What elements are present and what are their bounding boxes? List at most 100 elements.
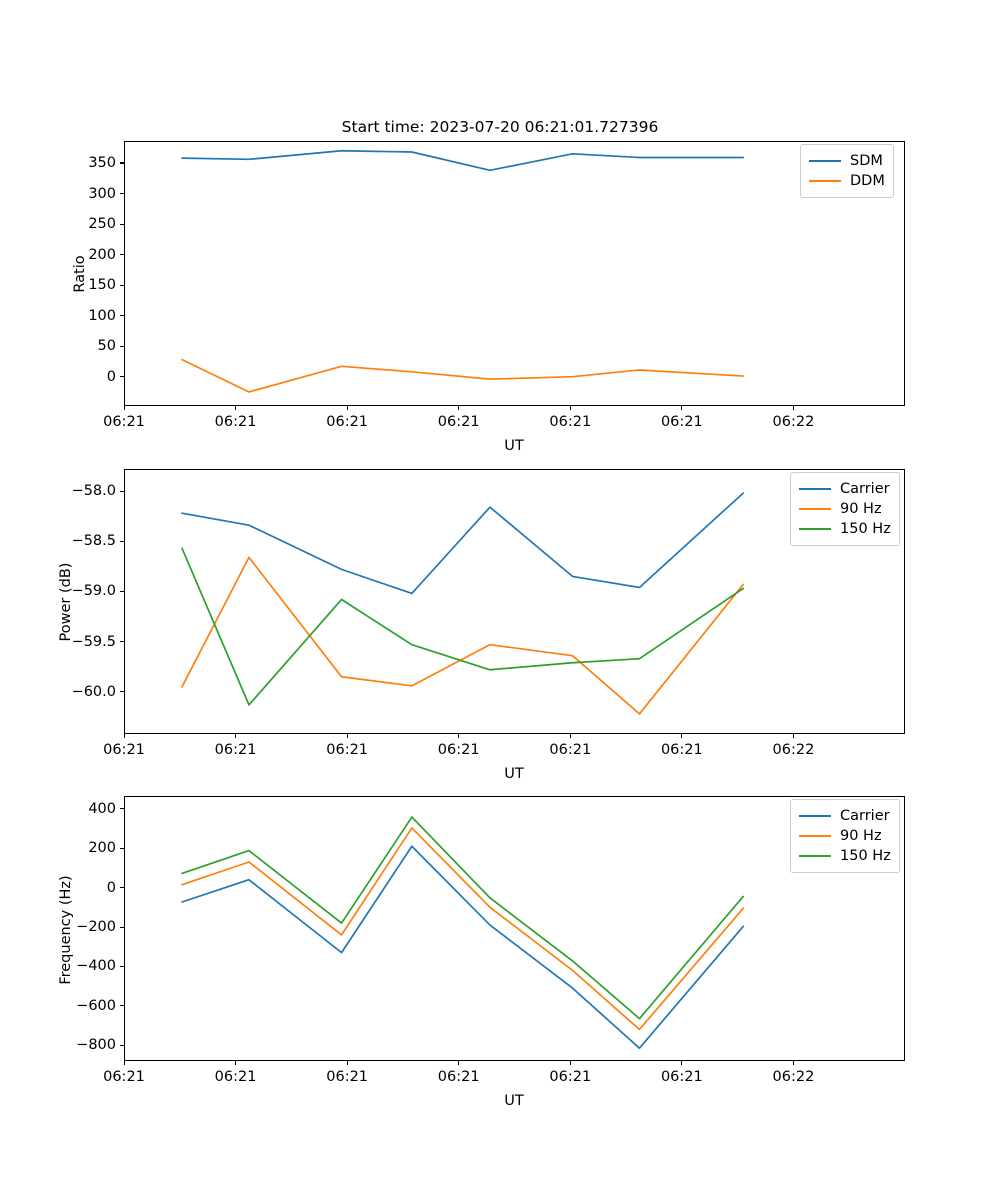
ytick-label: 0 <box>106 368 116 385</box>
ytick-mark <box>120 590 124 593</box>
xtick-label: 06:21 <box>549 742 592 758</box>
ytick-label: 0 <box>106 879 116 896</box>
xtick-mark <box>346 1061 348 1065</box>
legend-label: 150 Hz <box>840 848 891 864</box>
ytick-label: 250 <box>88 216 116 233</box>
xaxis-label-ratio: UT <box>504 438 524 454</box>
xtick-label: 06:22 <box>772 1069 815 1085</box>
xtick-mark <box>458 406 460 410</box>
xtick-label: 06:21 <box>549 414 592 430</box>
legend-label: DDM <box>850 173 885 189</box>
ytick-mark <box>120 926 124 928</box>
legend-color-swatch <box>799 528 831 530</box>
xtick-mark <box>792 734 795 738</box>
legend-label: Carrier <box>840 808 890 824</box>
ytick-mark <box>120 376 124 378</box>
ytick-label: 50 <box>97 338 116 355</box>
series-line <box>181 149 745 172</box>
legend-item[interactable]: 150 Hz <box>799 846 891 866</box>
legend-color-swatch <box>799 488 831 490</box>
legend-item[interactable]: SDM <box>809 151 885 171</box>
ytick-label: −58.0 <box>71 483 116 500</box>
legend-frequency[interactable]: Carrier 90 Hz 150 Hz <box>790 799 900 873</box>
legend-label: Carrier <box>840 481 890 497</box>
ytick-mark <box>120 1044 124 1046</box>
ytick-label: −400 <box>76 958 116 975</box>
ytick-mark <box>120 540 124 542</box>
ytick-mark <box>120 808 124 810</box>
ytick-label: 100 <box>88 307 116 324</box>
ytick-label: −800 <box>76 1037 116 1054</box>
xtick-label: 06:21 <box>326 742 369 758</box>
xtick-label: 06:21 <box>103 414 145 430</box>
xtick-label: 06:21 <box>214 1069 257 1085</box>
xtick-label: 06:21 <box>437 414 480 430</box>
xtick-label: 06:21 <box>549 1069 592 1085</box>
ytick-label: 200 <box>88 840 116 857</box>
figure-title: Start time: 2023-07-20 06:21:01.727396 <box>341 118 659 136</box>
legend-item[interactable]: DDM <box>809 171 885 191</box>
ytick-mark <box>120 691 124 693</box>
ytick-mark <box>120 315 124 317</box>
xtick-mark <box>792 406 795 410</box>
xtick-mark <box>681 734 683 738</box>
legend-color-swatch <box>799 855 831 857</box>
ytick-mark <box>120 284 124 286</box>
legend-item[interactable]: Carrier <box>799 806 891 826</box>
xtick-label: 06:21 <box>103 742 145 758</box>
ytick-label: −60.0 <box>71 683 116 700</box>
legend-power[interactable]: Carrier 90 Hz 150 Hz <box>790 472 900 546</box>
xtick-mark <box>458 1061 460 1065</box>
ytick-mark <box>120 345 124 347</box>
ytick-label: 350 <box>88 154 116 171</box>
ytick-mark <box>120 965 124 968</box>
series-line <box>181 816 745 1020</box>
plot-area-frequency <box>124 796 905 1061</box>
legend-item[interactable]: Carrier <box>799 479 891 499</box>
legend-color-swatch <box>809 160 841 162</box>
ytick-label: 300 <box>88 185 116 202</box>
legend-item[interactable]: 150 Hz <box>799 519 891 539</box>
xtick-mark <box>792 1061 795 1065</box>
xtick-label: 06:21 <box>214 742 257 758</box>
legend-label: 90 Hz <box>840 501 882 517</box>
legend-item[interactable]: 90 Hz <box>799 499 891 519</box>
xtick-mark <box>569 734 571 738</box>
xtick-mark <box>235 734 237 738</box>
legend-ratio[interactable]: SDM DDM <box>800 144 894 198</box>
ytick-mark <box>120 162 124 164</box>
xtick-label: 06:21 <box>437 742 480 758</box>
series-line <box>181 845 745 1050</box>
legend-label: SDM <box>850 153 883 169</box>
xtick-mark <box>123 734 125 738</box>
plot-area-ratio <box>124 141 905 406</box>
legend-item[interactable]: 90 Hz <box>799 826 891 846</box>
ytick-label: −200 <box>76 919 116 936</box>
xtick-mark <box>235 1061 237 1065</box>
xtick-label: 06:21 <box>326 1069 369 1085</box>
ytick-label: −59.5 <box>71 633 116 650</box>
series-line <box>181 827 745 1031</box>
xtick-label: 06:21 <box>660 742 703 758</box>
yaxis-label-frequency: Frequency (Hz) <box>58 875 74 985</box>
ytick-mark <box>120 254 124 256</box>
ytick-mark <box>120 887 124 889</box>
ytick-label: 400 <box>88 800 116 817</box>
series-line <box>181 547 745 706</box>
xtick-mark <box>458 734 460 738</box>
xtick-label: 06:21 <box>214 414 257 430</box>
ytick-label: −600 <box>76 997 116 1014</box>
xtick-label: 06:22 <box>772 414 815 430</box>
xtick-mark <box>123 1061 125 1065</box>
series-line <box>181 358 745 393</box>
ytick-mark <box>120 193 124 195</box>
ytick-label: 150 <box>88 277 116 294</box>
xtick-mark <box>681 1061 683 1065</box>
xtick-mark <box>346 406 348 410</box>
xtick-mark <box>346 734 348 738</box>
